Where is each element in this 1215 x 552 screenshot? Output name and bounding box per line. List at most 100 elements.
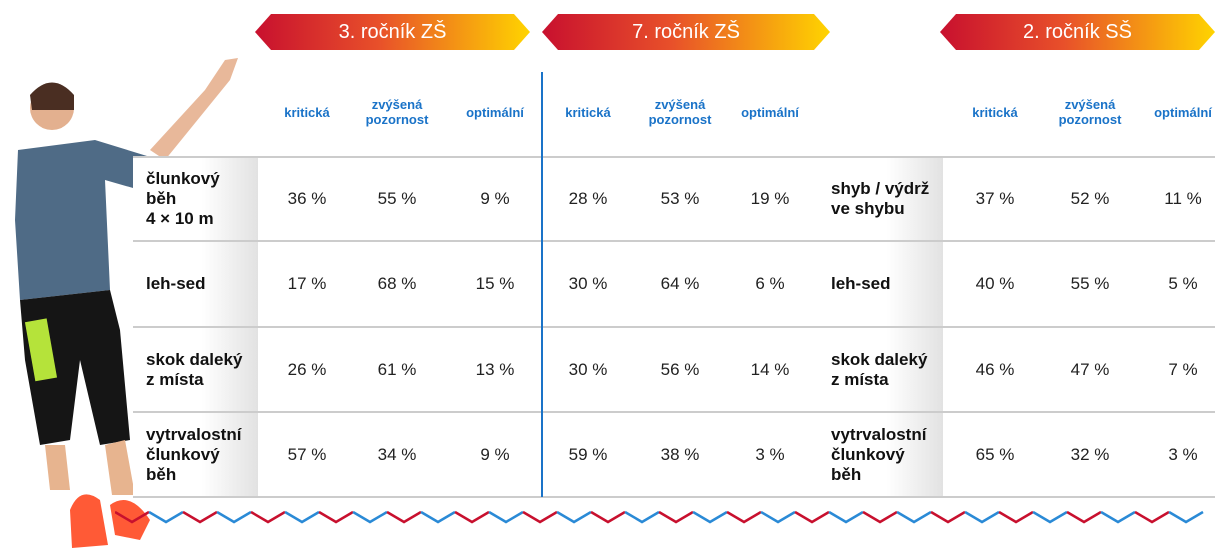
- text-line: optimální: [466, 104, 524, 120]
- row-label: člunkový běh 4 × 10 m: [133, 158, 258, 240]
- column-header: zvýšená pozornost: [1045, 92, 1135, 132]
- chevron: [692, 510, 728, 524]
- value-cell: 53 %: [660, 189, 700, 208]
- value-cell: 34 %: [377, 444, 417, 464]
- value-cell: 55 %: [377, 189, 417, 208]
- arm: [150, 58, 238, 160]
- column-header: zvýšená pozornost: [635, 92, 725, 132]
- row-label: leh-sed: [133, 242, 258, 326]
- value-cell: 9 %: [480, 444, 510, 464]
- figure: [15, 58, 238, 548]
- text-line: optimální: [741, 104, 799, 120]
- legs: [45, 440, 135, 495]
- text-line: zvýšená: [1064, 97, 1116, 112]
- value-cell: 32 %: [1070, 444, 1110, 464]
- column-header: optimální: [725, 92, 815, 132]
- text-line: zvýšená: [371, 97, 423, 112]
- value-cell: 3 %: [755, 444, 785, 464]
- shoes: [70, 494, 150, 548]
- text-line: pozornost: [365, 112, 429, 127]
- chevron: [930, 510, 966, 524]
- chevron: [828, 510, 864, 524]
- chevron: [964, 510, 1000, 524]
- value-cell: 3 %: [1168, 444, 1198, 464]
- value-cell: 30 %: [568, 359, 608, 379]
- row-line: [133, 156, 1215, 158]
- value-cell: 19 %: [750, 189, 790, 208]
- text-line: z místa: [831, 369, 889, 389]
- value-cell: 47 %: [1070, 359, 1110, 379]
- chevron: [454, 510, 490, 524]
- column-header: optimální: [1138, 92, 1215, 132]
- column-header: zvýšená pozornost: [352, 92, 442, 132]
- column-header: kritická: [262, 92, 352, 132]
- text-line: zvýšená: [654, 97, 706, 112]
- chevron: [998, 510, 1034, 524]
- value-cell: 68 %: [377, 274, 417, 293]
- chevron: [658, 510, 694, 524]
- value-cell: 15 %: [475, 274, 515, 293]
- column-header: kritická: [950, 92, 1040, 132]
- chevron: [590, 510, 626, 524]
- text-line: skok daleký: [831, 349, 928, 369]
- value-cell: 5 %: [1168, 274, 1198, 293]
- text-line: leh-sed: [146, 274, 206, 293]
- text-line: pozornost: [1058, 112, 1122, 127]
- value-cell: 65 %: [975, 444, 1015, 464]
- row-label: shyb / výdrž ve shybu: [818, 158, 943, 240]
- chevron: [862, 510, 898, 524]
- value-cell: 30 %: [568, 274, 608, 293]
- text-line: pozornost: [648, 112, 712, 127]
- shirt: [15, 140, 160, 300]
- chevron: [250, 510, 286, 524]
- hair: [30, 82, 74, 110]
- chevron: [624, 510, 660, 524]
- value-cell: 38 %: [660, 444, 700, 464]
- row-line: [133, 326, 1215, 328]
- chevron: [216, 510, 252, 524]
- chevron: [115, 510, 150, 524]
- zigzag: [115, 510, 1204, 524]
- text-line: shyb / výdrž: [831, 179, 930, 198]
- row-line: [133, 496, 1215, 498]
- text-line: vytrvalostní: [146, 424, 242, 444]
- value-cell: 37 %: [975, 189, 1015, 208]
- chevron: [182, 510, 218, 524]
- value-cell: 36 %: [287, 189, 327, 208]
- group-banner: 7. ročník ZŠ: [542, 14, 830, 50]
- chevron: [420, 510, 456, 524]
- row-label: skok daleký z místa: [818, 328, 943, 411]
- chevron: [1134, 510, 1170, 524]
- text-line: člunkový: [831, 444, 905, 464]
- text-line: ve shybu: [831, 199, 905, 218]
- chevron: [522, 510, 558, 524]
- towel: [24, 318, 58, 382]
- chevron: [148, 510, 184, 524]
- value-cell: 6 %: [755, 274, 785, 293]
- text-line: kritická: [565, 104, 611, 120]
- text-line: kritická: [972, 104, 1018, 120]
- group-banner: 3. ročník ZŠ: [255, 14, 530, 50]
- chevron: [1100, 510, 1136, 524]
- chevron: [760, 510, 796, 524]
- chevron: [488, 510, 524, 524]
- column-header: kritická: [543, 92, 633, 132]
- row-label: vytrvalostní člunkový běh: [818, 413, 943, 496]
- value-cell: 64 %: [660, 274, 700, 293]
- text-line: běh: [146, 189, 177, 208]
- row-label: leh-sed: [818, 242, 943, 326]
- divider: [541, 72, 543, 497]
- text-line: člunkový: [146, 169, 220, 188]
- value-cell: 46 %: [975, 359, 1015, 379]
- text-line: z místa: [146, 369, 204, 389]
- chevron: [284, 510, 320, 524]
- value-cell: 61 %: [377, 359, 417, 379]
- chevron: [386, 510, 422, 524]
- text-line: 4 × 10 m: [146, 209, 214, 228]
- value-cell: 55 %: [1070, 274, 1110, 293]
- text-line: kritická: [284, 104, 330, 120]
- row-line: [133, 411, 1215, 413]
- row-label: skok daleký z místa: [133, 328, 258, 411]
- value-cell: 7 %: [1168, 359, 1198, 379]
